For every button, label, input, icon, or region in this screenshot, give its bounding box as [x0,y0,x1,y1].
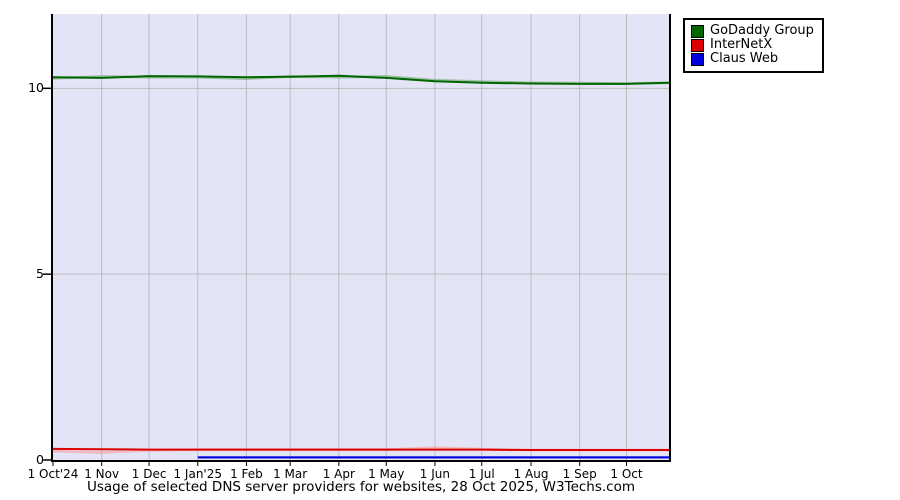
x-tick-label: 1 Apr [322,467,355,481]
x-tick-label: 1 Jul [468,467,495,481]
x-tick-label: 1 Nov [84,467,120,481]
x-tick-label: 1 Jan'25 [173,467,222,481]
chart-title: Usage of selected DNS server providers f… [86,479,636,495]
x-tick-label: 1 Sep [562,467,597,481]
legend-item-godaddy-group: GoDaddy Group [691,24,814,38]
y-tick-label: 0 [36,452,44,467]
legend-label: GoDaddy Group [710,23,814,38]
x-tick-label: 1 Mar [273,467,308,481]
series-line-godaddy-group [52,74,670,85]
legend-swatch-icon [691,24,704,38]
x-tick-label: 1 Feb [230,467,263,481]
x-tick-label: 1 Jun [419,467,450,481]
x-tick-label: 1 Oct [610,467,643,481]
x-tick-label: 1 Oct'24 [27,467,79,481]
legend-item-claus-web: Claus Web [691,52,814,66]
y-tick-label: 10 [28,80,44,96]
legend-box: GoDaddy Group InterNetX Claus Web [683,18,824,73]
legend-swatch-icon [691,52,704,66]
series-line-internetx [52,447,669,451]
legend-label: Claus Web [710,51,779,66]
plot-background [51,14,671,460]
legend-swatch-icon [691,38,704,52]
x-tick-label: 1 May [368,467,405,481]
legend-item-internetx: InterNetX [691,38,814,52]
x-tick-label: 1 Dec [131,467,167,481]
legend-label: InterNetX [710,37,773,52]
y-tick-label: 5 [36,266,44,282]
plot-area [43,14,671,466]
x-tick-label: 1 Aug [513,467,549,481]
